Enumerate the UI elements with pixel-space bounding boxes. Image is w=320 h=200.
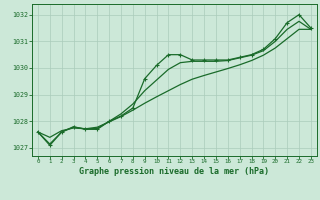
X-axis label: Graphe pression niveau de la mer (hPa): Graphe pression niveau de la mer (hPa): [79, 167, 269, 176]
